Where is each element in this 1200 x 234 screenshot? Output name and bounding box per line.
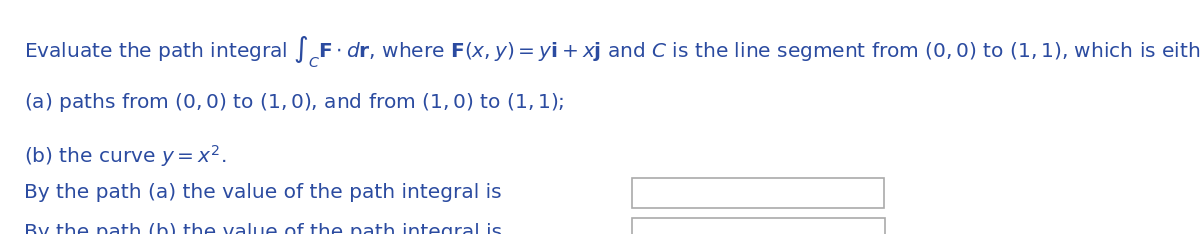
Text: (b) the curve $y = x^2$.: (b) the curve $y = x^2$.	[24, 143, 226, 169]
Bar	[632, 218, 884, 234]
Bar	[631, 178, 884, 208]
Text: By the path (a) the value of the path integral is: By the path (a) the value of the path in…	[24, 183, 502, 202]
Text: By the path (b) the value of the path integral is: By the path (b) the value of the path in…	[24, 223, 502, 234]
Text: (a) paths from $(0, 0)$ to $(1, 0)$, and from $(1, 0)$ to $(1, 1)$;: (a) paths from $(0, 0)$ to $(1, 0)$, and…	[24, 91, 564, 113]
Text: Evaluate the path integral $\int_C \mathbf{F} \cdot d\mathbf{r}$, where $\mathbf: Evaluate the path integral $\int_C \math…	[24, 33, 1200, 70]
